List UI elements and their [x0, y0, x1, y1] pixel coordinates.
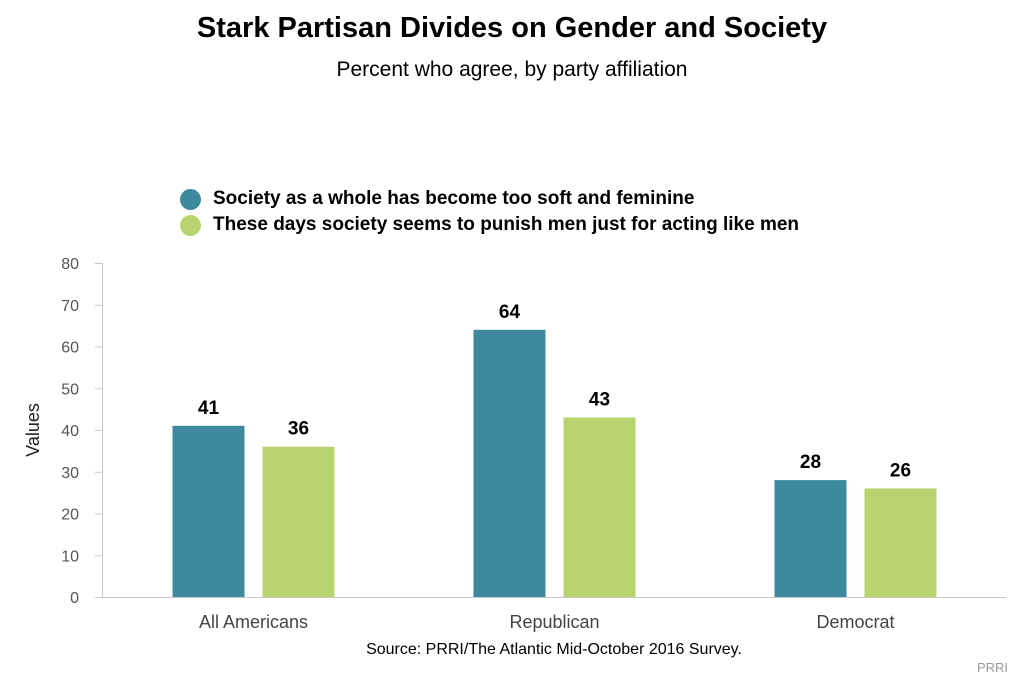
legend-swatch-series-1 — [180, 188, 201, 210]
legend-item-series-1[interactable]: Society as a whole has become too soft a… — [180, 186, 799, 212]
bar-series-1-all-americans[interactable] — [172, 425, 245, 597]
x-category-label: Republican — [509, 612, 599, 632]
x-category-label: Democrat — [816, 612, 894, 632]
y-tick-label: 10 — [61, 548, 79, 565]
bar-value-label: 41 — [198, 398, 220, 419]
bar-value-label: 64 — [499, 302, 521, 323]
bar-value-label: 43 — [589, 389, 610, 410]
y-tick-label: 20 — [61, 507, 79, 524]
y-tick-label: 70 — [61, 298, 79, 315]
bar-series-1-democrat[interactable] — [774, 480, 847, 597]
bar-value-label: 36 — [288, 419, 309, 440]
chart-title: Stark Partisan Divides on Gender and Soc… — [196, 12, 828, 44]
bar-value-label: 26 — [890, 460, 911, 481]
legend-swatch-series-2 — [180, 214, 201, 236]
credit-label: PRRI — [976, 660, 1008, 675]
bar-series-1-republican[interactable] — [473, 329, 546, 597]
x-category-label: All Americans — [199, 612, 308, 632]
bar-value-label: 28 — [800, 452, 821, 473]
legend-label-series-2: These days society seems to punish men j… — [213, 214, 800, 235]
y-tick-label: 80 — [61, 256, 79, 273]
legend-item-series-2[interactable]: These days society seems to punish men j… — [180, 212, 799, 238]
y-axis-title: Values — [23, 403, 43, 457]
y-tick-label: 50 — [61, 381, 79, 398]
y-tick-label: 30 — [61, 465, 79, 482]
bar-series-2-republican[interactable] — [563, 417, 636, 597]
bar-series-2-democrat[interactable] — [864, 488, 937, 597]
legend: Society as a whole has become too soft a… — [180, 186, 799, 238]
y-tick-label: 0 — [70, 590, 79, 607]
chart-subtitle: Percent who agree, by party affiliation — [336, 58, 688, 81]
source-note: Source: PRRI/The Atlantic Mid-October 20… — [366, 641, 742, 658]
y-tick-label: 40 — [61, 423, 79, 440]
y-tick-label: 60 — [61, 340, 79, 357]
legend-label-series-1: Society as a whole has become too soft a… — [213, 188, 695, 209]
bar-series-2-all-americans[interactable] — [262, 446, 335, 597]
